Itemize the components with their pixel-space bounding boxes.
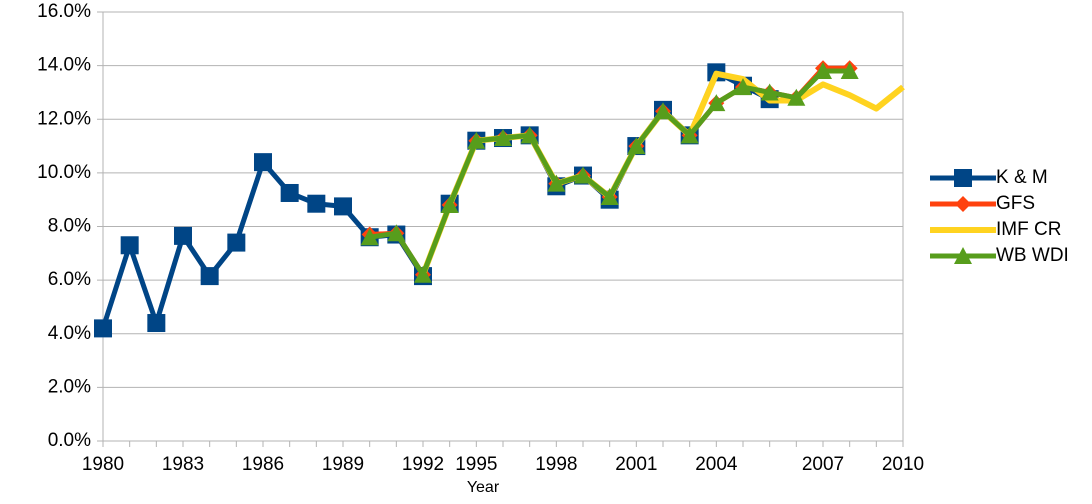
x-tick-label: 1983 [162,454,204,475]
point-marker [280,183,299,202]
point-marker [414,265,432,283]
point-marker [360,228,379,246]
point-marker [840,61,859,79]
x-tick-label: 2001 [615,454,657,475]
y-tick-label: 2.0% [48,376,91,397]
point-marker [654,102,672,120]
point-marker [680,126,699,144]
x-tick-label: 1989 [322,454,364,475]
y-tick-label: 6.0% [48,269,91,290]
x-tick-label: 2007 [802,454,844,475]
point-marker [227,233,246,252]
y-tick-label: 0.0% [48,430,91,451]
point-marker [254,153,272,172]
point-marker [494,129,512,147]
y-tick-label: 16.0% [37,1,91,22]
point-marker [440,196,459,214]
legend-label: IMF CR [996,219,1061,240]
point-marker [467,131,486,149]
point-marker [174,226,192,245]
legend-label: GFS [996,193,1035,214]
point-marker [814,61,832,79]
point-marker [600,188,619,206]
x-tick-label: 1998 [535,454,577,475]
y-tick-label: 10.0% [37,162,91,183]
x-tick-label: 1992 [402,454,444,475]
x-axis-title: Year [467,479,500,496]
legend-label: WB WDI [996,245,1069,266]
point-marker [547,174,566,192]
legend-marker [955,196,971,212]
point-marker [94,319,112,338]
x-tick-label: 1986 [242,454,284,475]
point-marker [707,94,726,112]
point-marker [147,314,166,333]
x-tick-label: 2004 [695,454,738,475]
legend-marker [954,169,972,187]
y-tick-label: 8.0% [48,216,91,237]
point-marker [787,88,806,106]
point-marker [334,197,352,216]
point-marker [627,137,646,155]
legend-marker [954,247,972,264]
point-marker [574,166,592,184]
point-marker [520,126,539,144]
point-marker [200,267,219,286]
y-tick-label: 14.0% [37,55,91,76]
y-tick-label: 12.0% [37,108,91,129]
legend-label: K & M [996,167,1048,188]
x-tick-label: 1980 [82,454,124,475]
x-tick-label: 1995 [455,454,497,475]
y-tick-label: 4.0% [48,323,91,344]
point-marker [307,194,326,213]
point-marker [120,236,139,255]
point-marker [760,83,779,101]
point-marker [387,224,406,242]
point-marker [734,78,752,96]
x-tick-label: 2010 [882,454,924,475]
